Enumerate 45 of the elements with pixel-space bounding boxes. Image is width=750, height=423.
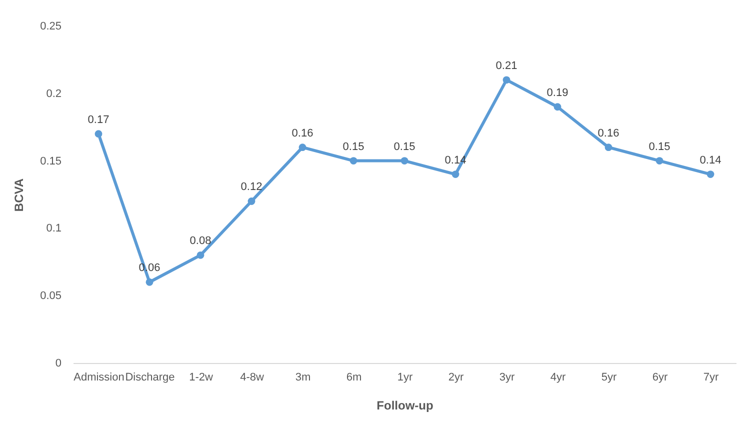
- data-label: 0.15: [394, 140, 416, 153]
- data-label: 0.19: [546, 86, 568, 99]
- x-tick-label: 3yr: [499, 372, 515, 384]
- point: [452, 170, 460, 178]
- x-tick-label: 1yr: [397, 372, 413, 384]
- y-axis-title: BCVA: [12, 178, 26, 212]
- x-tick-label: 3m: [295, 372, 311, 384]
- y-tick-label: 0.25: [40, 20, 62, 32]
- data-label: 0.15: [648, 140, 670, 153]
- point: [94, 130, 102, 138]
- point: [146, 278, 154, 286]
- x-tick-label: Discharge: [125, 372, 175, 384]
- point: [400, 157, 408, 164]
- y-tick-label: 0: [55, 358, 62, 370]
- point: [350, 157, 358, 164]
- point: [554, 103, 562, 111]
- x-tick-label: 6m: [346, 372, 362, 384]
- point: [604, 144, 612, 152]
- x-tick-label: 6yr: [652, 372, 668, 384]
- point: [298, 144, 306, 152]
- point: [196, 251, 204, 259]
- x-tick-label: 2yr: [448, 372, 464, 384]
- point: [656, 157, 664, 164]
- y-tick-label: 0.05: [40, 290, 62, 302]
- data-label: 0.17: [88, 114, 110, 126]
- x-tick-label: 4-8w: [240, 372, 264, 384]
- data-label: 0.14: [700, 154, 722, 166]
- data-label: 0.15: [342, 140, 364, 153]
- data-label: 0.16: [292, 127, 314, 140]
- x-tick-label: 4yr: [550, 372, 566, 384]
- x-tick-label: 7yr: [703, 372, 719, 384]
- x-tick-label: 5yr: [601, 372, 617, 384]
- y-tick-label: 0.1: [46, 222, 62, 235]
- data-label: 0.08: [190, 235, 212, 248]
- data-label: 0.12: [240, 181, 262, 194]
- point: [706, 170, 714, 178]
- y-tick-label: 0.2: [46, 88, 62, 100]
- y-tick-label: 0.15: [40, 155, 62, 168]
- x-tick-label: Admission: [74, 372, 124, 384]
- x-axis-title: Follow-up: [376, 398, 434, 412]
- data-label: 0.16: [598, 127, 620, 140]
- x-tick-label: 1-2w: [189, 372, 213, 384]
- point: [502, 76, 510, 84]
- point: [248, 198, 256, 205]
- data-label: 0.21: [496, 60, 518, 72]
